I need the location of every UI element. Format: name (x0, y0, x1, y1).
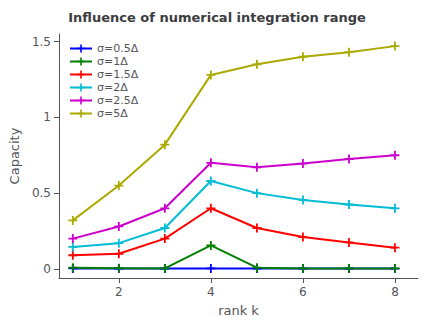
svg-text:σ=1.5Δ: σ=1.5Δ (97, 68, 139, 81)
svg-text:0: 0 (43, 262, 51, 276)
svg-text:1.5: 1.5 (32, 35, 51, 49)
svg-text:σ=2Δ: σ=2Δ (97, 81, 128, 94)
svg-text:σ=0.5Δ: σ=0.5Δ (97, 42, 139, 55)
svg-text:1: 1 (43, 110, 51, 124)
svg-text:2: 2 (115, 285, 123, 299)
svg-text:Influence of numerical integra: Influence of numerical integration range (68, 10, 366, 25)
svg-text:σ=1Δ: σ=1Δ (97, 55, 128, 68)
svg-text:6: 6 (299, 285, 307, 299)
svg-text:0.5: 0.5 (32, 186, 51, 200)
svg-text:8: 8 (391, 285, 399, 299)
svg-text:σ=2.5Δ: σ=2.5Δ (97, 94, 139, 107)
svg-text:rank k: rank k (218, 303, 259, 318)
svg-text:Capacity: Capacity (7, 127, 22, 184)
svg-text:4: 4 (207, 285, 215, 299)
svg-text:σ=5Δ: σ=5Δ (97, 107, 128, 120)
